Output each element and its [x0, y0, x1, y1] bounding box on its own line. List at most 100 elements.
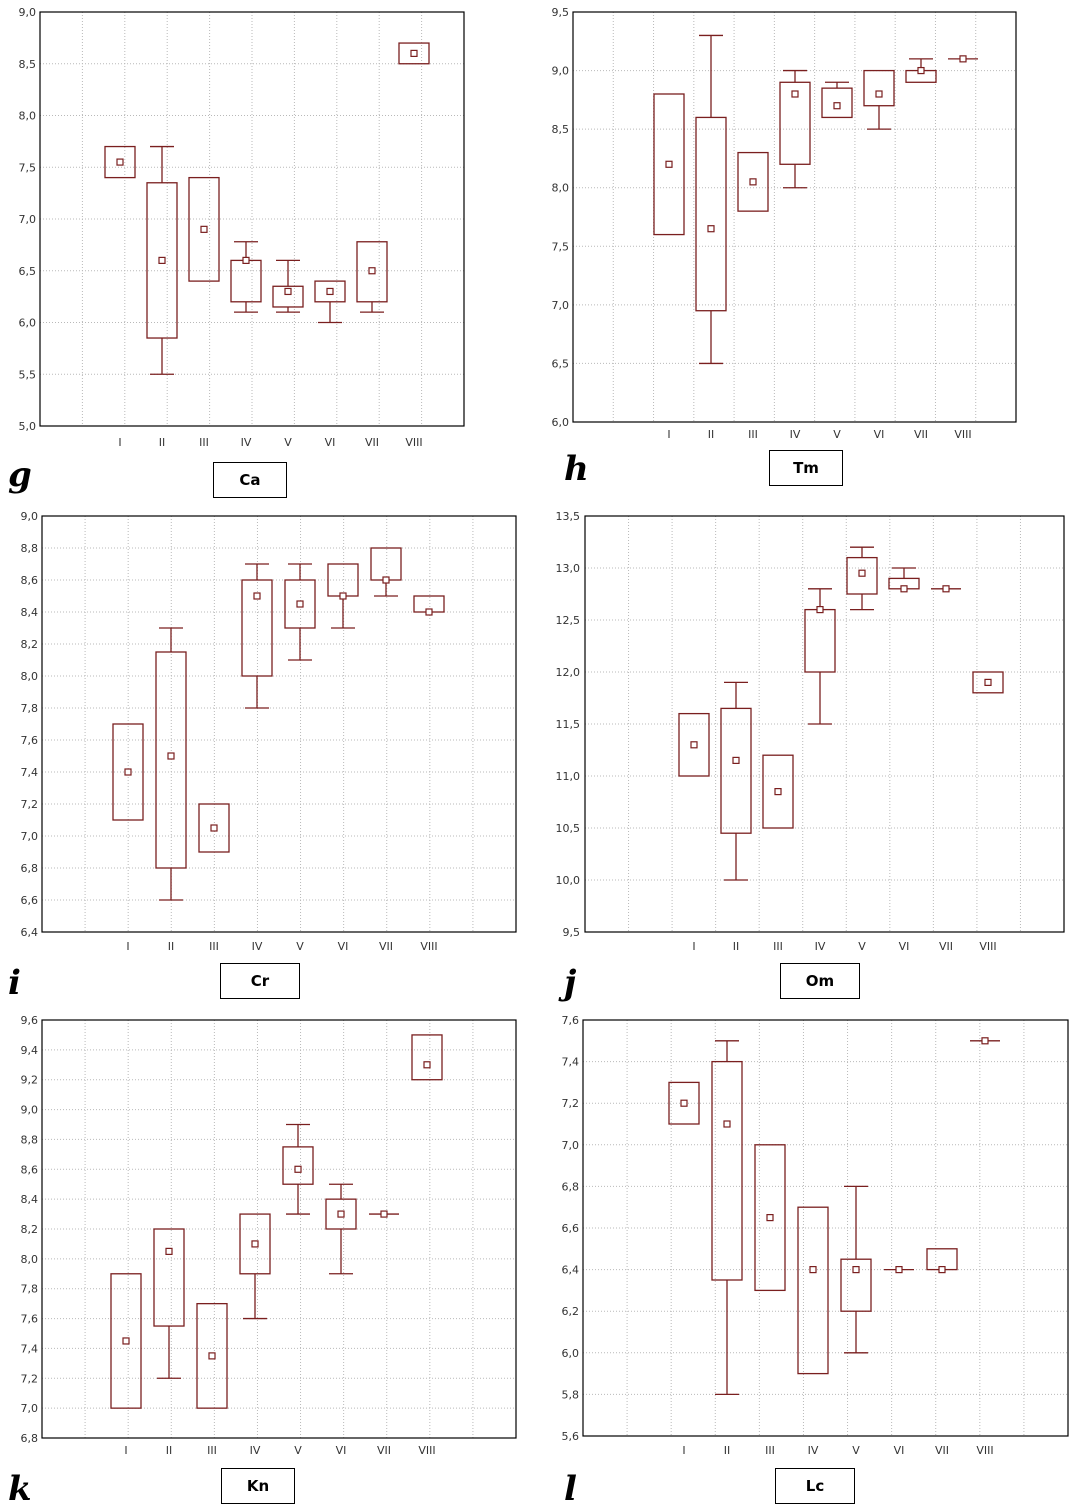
x-tick-label: VIII [979, 940, 996, 953]
median-marker [816, 605, 824, 614]
median-marker [690, 741, 698, 749]
y-tick-label: 6,8 [21, 1432, 39, 1445]
x-tick-label: VII [377, 1444, 391, 1457]
median-marker [200, 225, 208, 233]
y-tick-label: 8,4 [21, 606, 39, 619]
median-marker [251, 1240, 259, 1248]
median-marker [981, 1037, 989, 1045]
x-tick-label: IV [250, 1444, 261, 1457]
x-tick-label: VI [336, 1444, 347, 1457]
x-tick-label: III [209, 940, 219, 953]
y-tick-label: 11,0 [556, 770, 581, 783]
median-marker [253, 592, 261, 600]
median-marker [749, 178, 757, 186]
y-tick-label: 7,2 [562, 1097, 580, 1110]
median-marker [984, 678, 992, 686]
box-iqr [104, 145, 136, 179]
x-tick-label: VI [894, 1444, 905, 1457]
median-marker [337, 1210, 345, 1218]
y-tick-label: 9,2 [21, 1074, 39, 1087]
chart-panel-i: 6,4 6,6 6,8 7,0 7,2 7,4 7,6 7,8 8,0 8,2 8,4 8,6 8,8 9… [0, 500, 520, 1010]
median-marker [791, 90, 799, 98]
y-tick-label: 8,5 [552, 123, 570, 136]
x-tick-label: I [124, 1444, 127, 1457]
y-tick-label: 9,0 [21, 1104, 39, 1117]
median-marker [296, 600, 304, 608]
x-tick-label: I [682, 1444, 685, 1457]
y-tick-label: 6,0 [562, 1347, 580, 1360]
median-marker [959, 55, 967, 63]
plot-frame [39, 11, 465, 427]
x-tick-label: III [207, 1444, 217, 1457]
y-tick-label: 10,5 [556, 822, 581, 835]
box-iqr [653, 93, 685, 236]
y-tick-label: 9,4 [21, 1044, 39, 1057]
box-iqr [196, 1302, 228, 1409]
x-tick-label: II [166, 1444, 173, 1457]
plot-frame [41, 1019, 517, 1439]
box-iqr [398, 42, 430, 65]
box-iqr [411, 1034, 443, 1081]
median-marker [326, 287, 334, 296]
y-tick-label: 6,8 [21, 862, 39, 875]
panel-letter-g: g [8, 455, 32, 495]
y-tick-label: 7,2 [21, 1372, 39, 1385]
x-tick-label: IV [790, 428, 801, 441]
y-tick-label: 8,0 [21, 1253, 39, 1266]
box-iqr [356, 241, 388, 303]
x-tick-label: VII [935, 1444, 949, 1457]
x-tick-label: VI [874, 428, 885, 441]
box-iqr [112, 723, 144, 821]
median-marker [895, 1266, 903, 1274]
box-iqr [840, 1258, 872, 1312]
box-iqr [284, 579, 316, 629]
median-marker [833, 102, 841, 110]
y-tick-label: 7,0 [19, 213, 37, 226]
panel-letter-l: l [564, 1469, 577, 1509]
x-tick-label: III [773, 940, 783, 953]
median-marker [938, 1266, 946, 1274]
median-marker [210, 824, 218, 832]
median-marker [774, 788, 782, 796]
median-marker [732, 756, 740, 764]
x-tick-label: IV [808, 1444, 819, 1457]
median-marker [208, 1352, 216, 1360]
y-tick-label: 7,4 [21, 766, 39, 779]
box-iqr [272, 285, 304, 308]
y-tick-label: 9,6 [21, 1014, 39, 1027]
y-tick-label: 9,0 [19, 6, 37, 19]
y-tick-label: 8,2 [21, 638, 39, 651]
box-iqr [695, 116, 727, 312]
y-tick-label: 11,5 [556, 718, 581, 731]
median-marker [665, 160, 673, 168]
y-tick-label: 8,0 [19, 110, 37, 123]
median-marker [339, 592, 347, 600]
y-tick-label: 7,8 [21, 1283, 39, 1296]
median-marker [423, 1061, 431, 1069]
box-iqr [821, 87, 853, 119]
x-tick-label: I [118, 436, 121, 449]
x-tick-label: III [199, 436, 209, 449]
y-tick-label: 9,5 [552, 6, 570, 19]
x-tick-label: II [733, 940, 740, 953]
box-iqr [762, 754, 794, 829]
variable-label-lc: Lc [775, 1468, 855, 1504]
chart-h-svg: 6,06,57,07,58,08,59,09,5I II III IV V VI VII VI… [552, 6, 1017, 441]
median-marker [382, 576, 390, 584]
median-marker [942, 585, 950, 593]
panel-letter-h: h [564, 449, 589, 489]
x-tick-label: VI [338, 940, 349, 953]
variable-label-tm: Tm [769, 450, 843, 486]
y-tick-label: 7,6 [21, 1313, 39, 1326]
plot-frame [582, 1019, 1069, 1437]
y-tick-label: 7,0 [552, 299, 570, 312]
median-marker [167, 752, 175, 760]
y-tick-label: 7,4 [562, 1056, 580, 1069]
y-tick-label: 7,0 [21, 1402, 39, 1415]
y-tick-label: 8,6 [21, 574, 39, 587]
y-tick-label: 6,5 [19, 265, 37, 278]
y-tick-label: 8,5 [19, 58, 37, 71]
median-marker [122, 1337, 130, 1345]
median-marker [766, 1214, 774, 1222]
plot-frame [584, 515, 1065, 933]
